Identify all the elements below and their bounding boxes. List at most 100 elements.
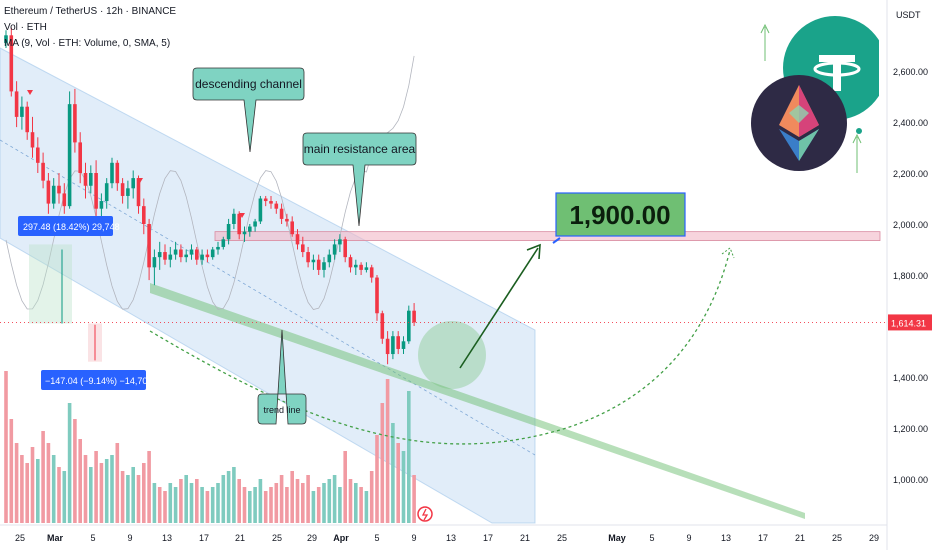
volume-bar (210, 487, 215, 523)
volume-bar (306, 475, 310, 523)
candle-body (221, 239, 226, 247)
resistance-zone (214, 231, 881, 241)
candle-body (380, 313, 385, 339)
volume-bar (407, 391, 411, 523)
candle-body (46, 180, 51, 204)
volume-bar (375, 435, 379, 523)
candle-body (258, 198, 263, 222)
candle-body (136, 178, 141, 207)
candle-body (232, 213, 236, 224)
x-tick-label: 5 (374, 533, 379, 543)
candle-body (147, 224, 151, 268)
volume-bar (189, 483, 194, 523)
volume-bar (290, 471, 294, 523)
candle-body (274, 203, 279, 209)
volume-bar (57, 467, 61, 523)
volume-bar (200, 487, 204, 523)
resistance-callout-text: main resistance area (304, 142, 416, 156)
volume-bar (311, 491, 316, 523)
volume-bar (343, 451, 347, 523)
y-tick-label: 1,000.00 (893, 475, 928, 485)
descending-channel-callout[interactable]: descending channel (192, 67, 305, 153)
volume-bar (354, 483, 358, 523)
candle-body (263, 198, 268, 202)
candle-body (364, 267, 369, 270)
x-tick-label: 9 (127, 533, 132, 543)
volume-bar (401, 451, 406, 523)
candle-body (41, 162, 45, 181)
candle-body (226, 224, 231, 240)
candle-body (253, 221, 257, 227)
candle-body (285, 218, 289, 222)
candle-body (401, 341, 406, 349)
volume-ma-line (5, 55, 415, 310)
x-tick-label: 17 (758, 533, 768, 543)
candle-body (67, 104, 72, 207)
volume-bar (301, 483, 305, 523)
volume-bar (142, 463, 146, 523)
candle-body (327, 254, 332, 263)
candle-body (173, 249, 178, 255)
x-tick-label: 9 (686, 533, 691, 543)
x-tick-label: 25 (272, 533, 282, 543)
candle-body (89, 173, 93, 186)
signal-marker (27, 90, 33, 95)
x-tick-label: 17 (199, 533, 209, 543)
volume-bar (391, 423, 395, 523)
x-tick-label: 13 (446, 533, 456, 543)
symbol-title: Ethereum / TetherUS · 12h · BINANCE (4, 6, 177, 17)
volume-bar (338, 487, 342, 523)
lightning-icon[interactable] (417, 506, 433, 522)
volume-bar (184, 475, 188, 523)
channel-midline (0, 139, 536, 456)
candle-body (200, 254, 204, 260)
projection-curve (149, 249, 731, 445)
x-tick-label: 25 (15, 533, 25, 543)
y-tick-label: 1,200.00 (893, 424, 928, 434)
candle-body (142, 206, 146, 224)
volume-bar (78, 439, 82, 523)
volume-bar (279, 475, 284, 523)
volume-bar (36, 459, 40, 523)
ma-legend: MA (9, Vol · ETH: Volume, 0, SMA, 5) (4, 38, 171, 49)
candle-body (78, 142, 82, 173)
candle-body (115, 162, 120, 184)
candle-body (248, 226, 252, 232)
volume-bar (253, 487, 257, 523)
candle-body (120, 183, 125, 196)
x-tick-label: Mar (47, 533, 64, 543)
candle-body (210, 249, 215, 258)
candle-body (57, 185, 61, 194)
volume-bar (136, 475, 141, 523)
trend-line-callout[interactable]: trend line (257, 329, 307, 425)
volume-bar (226, 471, 231, 523)
volume-bar (41, 431, 45, 523)
volume-bar (237, 479, 241, 523)
candle-body (301, 244, 305, 253)
target-label-box[interactable] (555, 192, 686, 237)
volume-bar (25, 463, 29, 523)
volume-bar (46, 443, 51, 523)
target-label-anchor (552, 237, 561, 244)
volume-bar (9, 419, 14, 523)
target-arrow (459, 247, 539, 369)
volume-bar (322, 483, 326, 523)
x-tick-label: 29 (307, 533, 317, 543)
candle-body (205, 254, 210, 258)
trend-line-callout-bubble (257, 329, 307, 425)
target-zone-circle (418, 321, 486, 389)
candle-body (168, 254, 173, 260)
candle-body (407, 310, 411, 342)
x-tick-label: 13 (162, 533, 172, 543)
resistance-callout[interactable]: main resistance area (302, 132, 417, 227)
candle-body (14, 91, 19, 117)
candle-body (73, 104, 77, 143)
volume-bar (412, 475, 416, 523)
volume-bar (385, 379, 390, 523)
y-tick-label: 1,800.00 (893, 271, 928, 281)
x-tick-label: 21 (795, 533, 805, 543)
volume-bar (73, 419, 77, 523)
candle-body (184, 254, 188, 258)
